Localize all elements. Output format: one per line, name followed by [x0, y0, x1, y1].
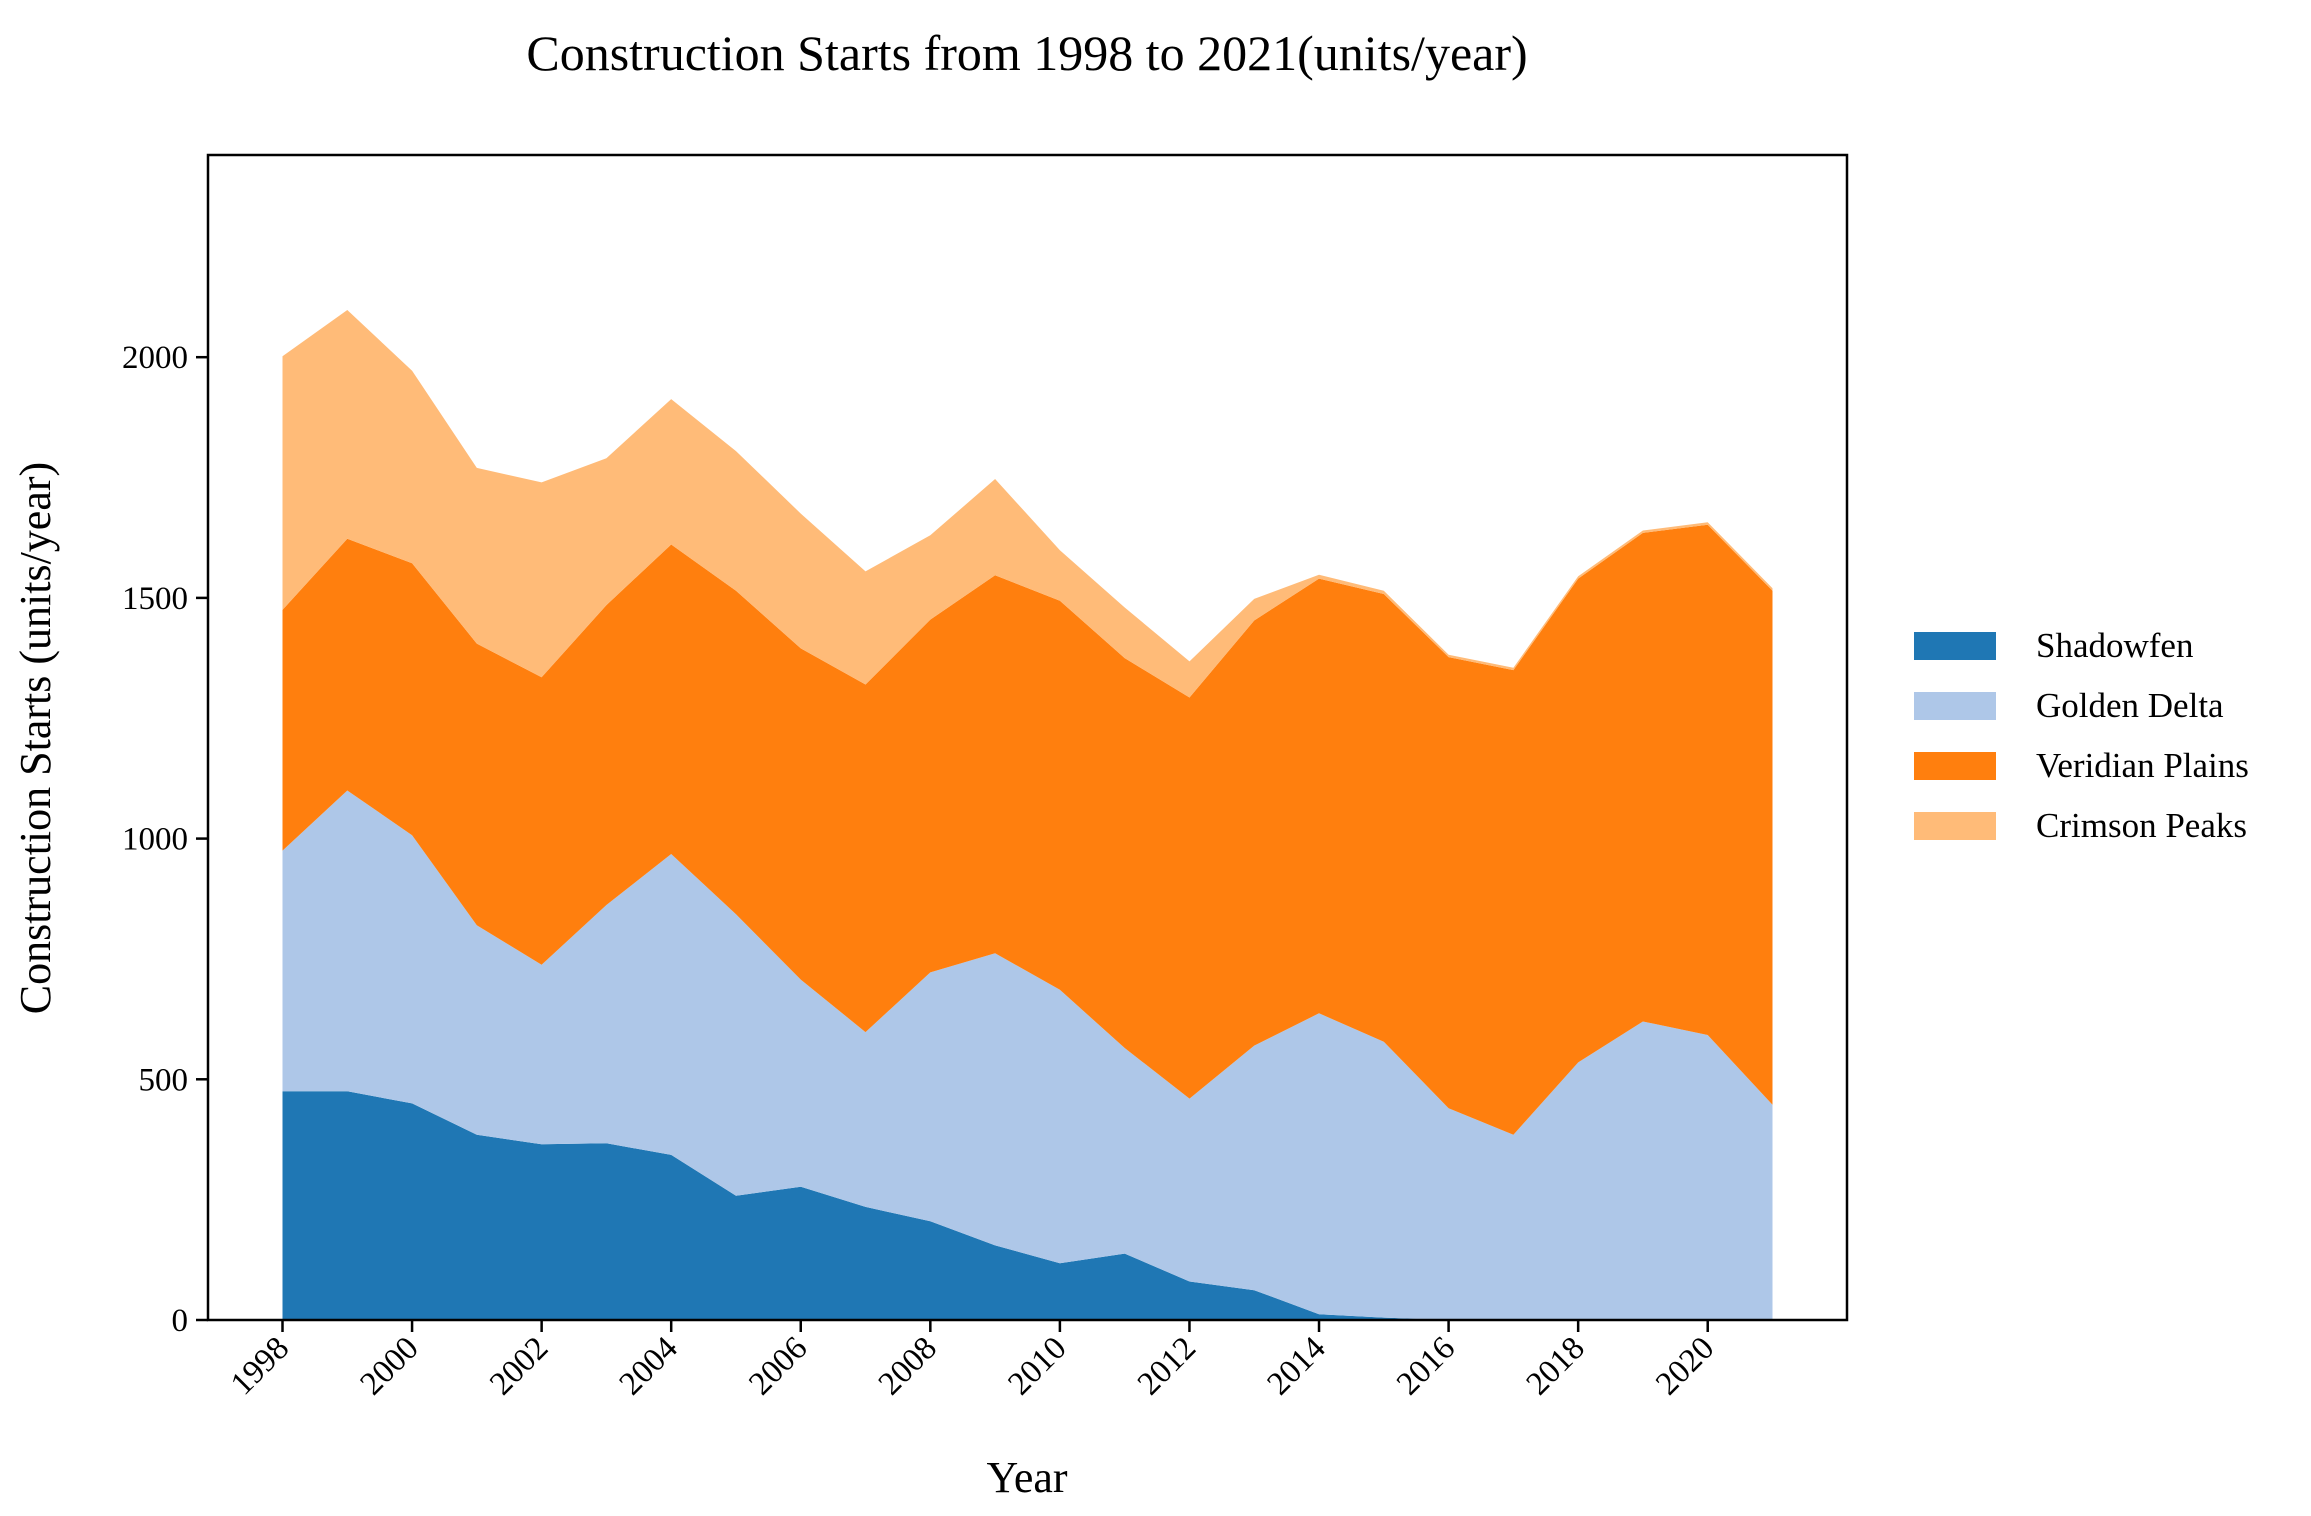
x-tick-label: 2008: [872, 1330, 944, 1402]
legend-swatch-shadowfen: [1914, 632, 1996, 660]
plot-frame: [206, 153, 1849, 1322]
y-tick-label: 1500: [122, 581, 188, 617]
x-axis-label: Year: [986, 1453, 1067, 1502]
legend-swatch-crimson-peaks: [1914, 812, 1996, 840]
chart-title: Construction Starts from 1998 to 2021(un…: [526, 25, 1527, 81]
x-tick-label: 2010: [1001, 1330, 1073, 1402]
x-tick-label: 2002: [483, 1330, 555, 1402]
area-layers: [282, 310, 1773, 1320]
area-shadowfen: [282, 1091, 1773, 1320]
x-axis: 1998 2000 2002 2004 2006 2008 2010 2012 2014 2016…: [224, 1320, 1721, 1402]
area-crimson-peaks: [282, 310, 1773, 698]
y-axis: 0 500 1000 1500 2000: [122, 340, 208, 1339]
x-tick-label: 2004: [613, 1330, 685, 1402]
legend-label-shadowfen: Shadowfen: [2036, 626, 2193, 665]
y-tick-label: 1000: [122, 822, 188, 858]
legend-label-golden-delta: Golden Delta: [2036, 686, 2224, 725]
x-tick-label: 2018: [1520, 1330, 1592, 1402]
legend-label-veridian-plains: Veridian Plains: [2036, 746, 2249, 785]
area-golden-delta: [282, 790, 1773, 1320]
y-axis-label: Construction Starts (units/year): [11, 462, 60, 1014]
legend-swatch-golden-delta: [1914, 692, 1996, 720]
y-tick-label: 0: [172, 1303, 189, 1339]
x-tick-label: 2014: [1261, 1330, 1333, 1402]
x-tick-label: 2012: [1131, 1330, 1203, 1402]
x-tick-label: 2006: [742, 1330, 814, 1402]
y-tick-label: 500: [139, 1062, 189, 1098]
legend-label-crimson-peaks: Crimson Peaks: [2036, 806, 2247, 845]
x-tick-label: 2016: [1390, 1330, 1462, 1402]
x-tick-label: 2000: [354, 1330, 426, 1402]
x-tick-label: 2020: [1649, 1330, 1721, 1402]
x-tick-label: 1998: [224, 1330, 296, 1402]
legend-swatch-veridian-plains: [1914, 752, 1996, 780]
area-veridian-plains: [282, 524, 1773, 1135]
legend: Shadowfen Golden Delta Veridian Plains Crim…: [1914, 626, 2249, 845]
y-tick-label: 2000: [122, 340, 188, 376]
